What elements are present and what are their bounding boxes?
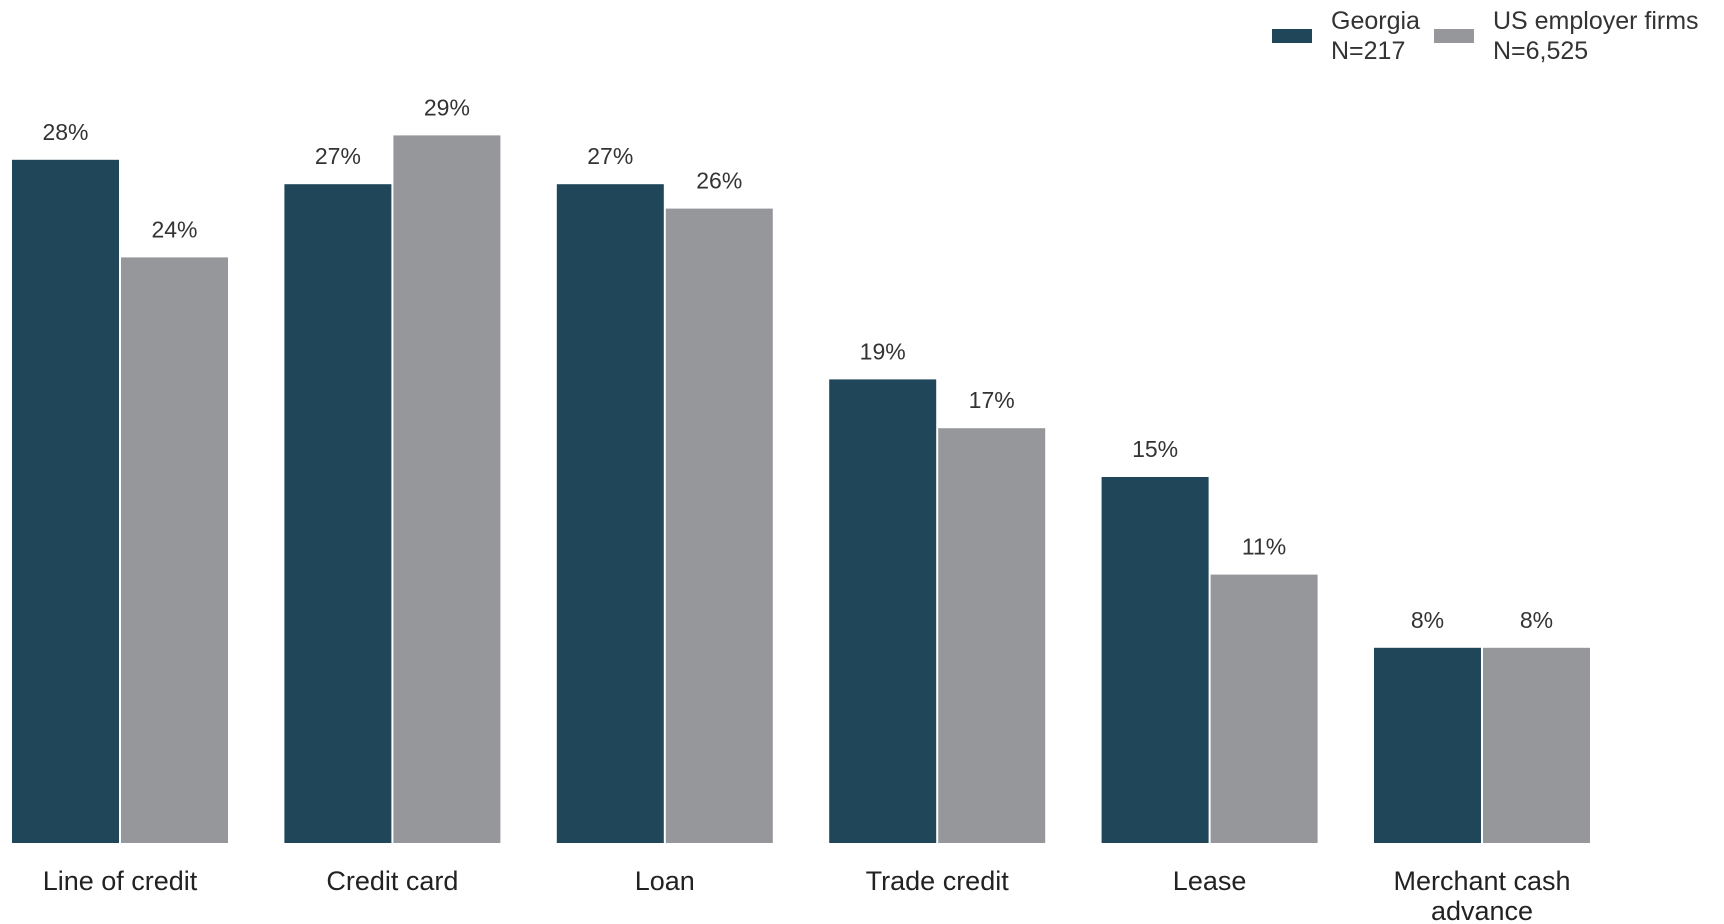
chart-legend: Georgia N=217 US employer firms N=6,525 — [1272, 6, 1699, 66]
category-label-line-of-credit: Line of credit — [43, 866, 198, 896]
data-label-line-of-credit-georgia: 28% — [42, 119, 88, 145]
data-label-trade-credit-us-employer-firms: 17% — [969, 387, 1015, 413]
legend-item-us-employer-firms: US employer firms N=6,525 — [1433, 6, 1699, 66]
bar-merchant-cash-advance-us-employer-firms — [1483, 647, 1590, 843]
bar-credit-card-georgia — [284, 184, 392, 843]
bar-loan-us-employer-firms — [665, 208, 773, 844]
category-label-lease: Lease — [1173, 866, 1247, 896]
category-label-merchant-cash-advance: Merchant cash advance — [1393, 866, 1570, 924]
bar-trade-credit-georgia — [829, 379, 937, 843]
legend-item-georgia: Georgia N=217 — [1272, 6, 1420, 66]
legend-series-name: Georgia — [1331, 7, 1420, 35]
bar-credit-card-us-employer-firms — [393, 135, 501, 843]
bar-line-of-credit-georgia — [12, 159, 119, 844]
data-label-credit-card-us-employer-firms: 29% — [424, 94, 470, 120]
bar-merchant-cash-advance-georgia — [1374, 647, 1481, 843]
data-label-merchant-cash-advance-us-employer-firms: 8% — [1520, 607, 1553, 633]
data-label-loan-us-employer-firms: 26% — [696, 168, 742, 194]
bar-trade-credit-us-employer-firms — [938, 428, 1046, 843]
legend-label-georgia: Georgia N=217 — [1331, 6, 1420, 66]
bar-lease-us-employer-firms — [1210, 574, 1318, 843]
legend-swatch-us-employer-firms — [1433, 29, 1474, 43]
data-label-merchant-cash-advance-georgia: 8% — [1411, 607, 1444, 633]
data-label-line-of-credit-us-employer-firms: 24% — [151, 216, 197, 242]
bar-line-of-credit-us-employer-firms — [121, 257, 228, 843]
category-label-loan: Loan — [635, 866, 695, 896]
data-label-lease-georgia: 15% — [1132, 436, 1178, 462]
legend-series-n: N=6,525 — [1492, 37, 1589, 65]
data-label-trade-credit-georgia: 19% — [860, 338, 906, 364]
data-label-loan-georgia: 27% — [587, 143, 633, 169]
legend-series-name: US employer firms — [1492, 7, 1699, 35]
legend-series-n: N=217 — [1331, 37, 1406, 65]
data-label-lease-us-employer-firms: 11% — [1242, 534, 1286, 560]
bar-loan-georgia — [556, 184, 664, 843]
legend-swatch-georgia — [1272, 29, 1312, 43]
category-label-trade-credit: Trade credit — [866, 866, 1010, 896]
category-label-credit-card: Credit card — [326, 866, 458, 896]
legend-label-us-employer-firms: US employer firms N=6,525 — [1493, 6, 1699, 66]
data-label-credit-card-georgia: 27% — [315, 143, 361, 169]
bar-lease-georgia — [1101, 477, 1209, 843]
